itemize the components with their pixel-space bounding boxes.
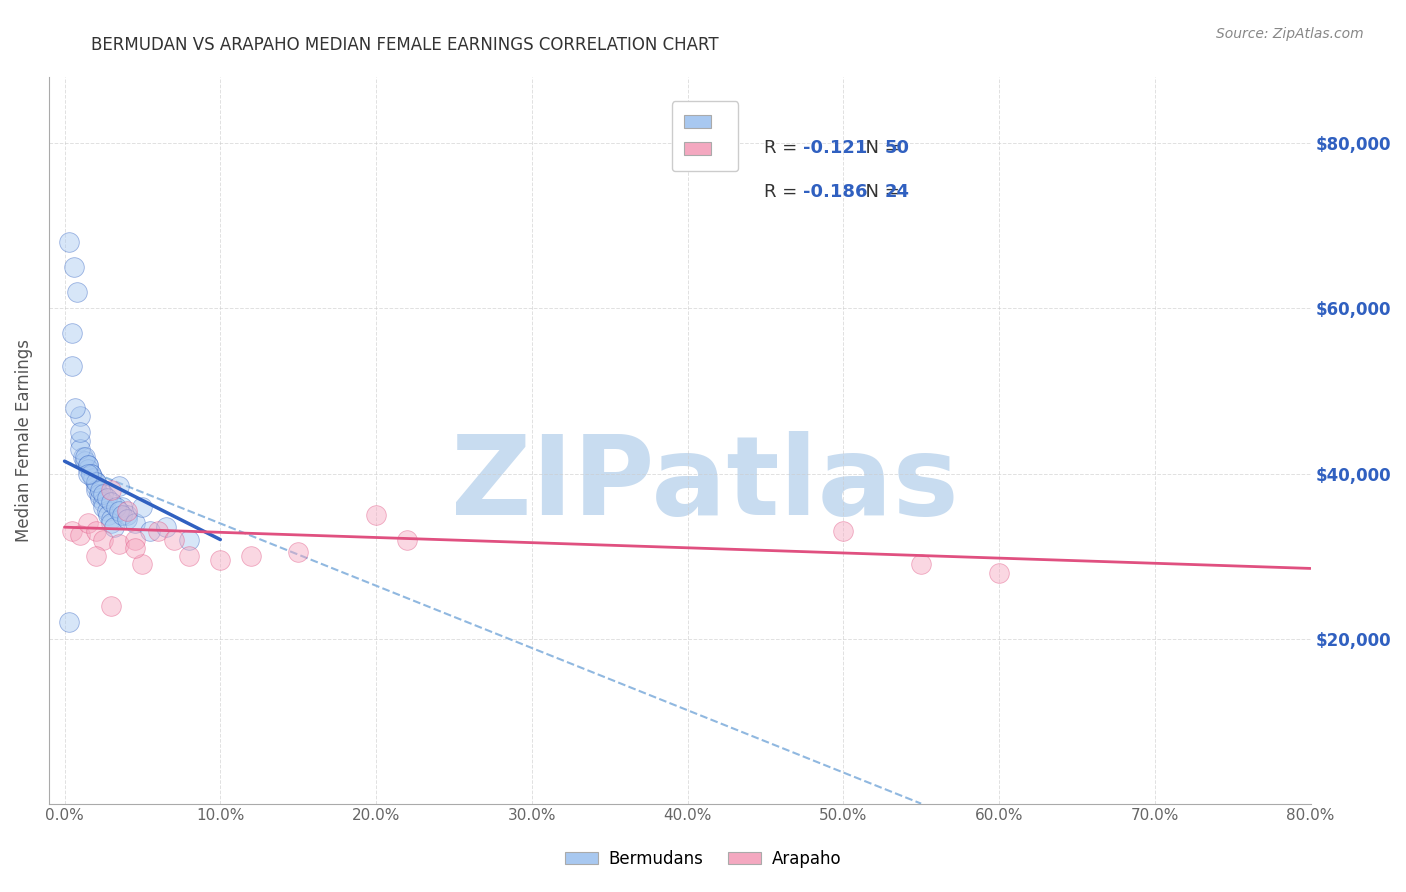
Text: N =: N = <box>853 183 905 201</box>
Point <box>65 401 87 415</box>
Point <box>179 533 201 547</box>
Point <box>124 533 146 547</box>
Point <box>93 495 115 509</box>
Point <box>72 450 94 464</box>
Point <box>287 545 309 559</box>
Legend: , : , <box>672 101 738 171</box>
Point <box>84 475 107 489</box>
Point <box>108 479 131 493</box>
Point <box>124 516 146 530</box>
Text: -0.121: -0.121 <box>803 139 868 157</box>
Point <box>66 285 89 299</box>
Point <box>910 558 932 572</box>
Point <box>84 483 107 497</box>
Point <box>832 524 855 539</box>
Point <box>93 487 115 501</box>
Point <box>77 458 100 473</box>
Point <box>84 549 107 563</box>
Point <box>124 541 146 555</box>
Point <box>69 409 91 423</box>
Point <box>108 504 131 518</box>
Point <box>111 508 134 522</box>
Point <box>111 500 134 514</box>
Point <box>60 524 83 539</box>
Point <box>96 504 118 518</box>
Point <box>108 537 131 551</box>
Point <box>364 508 387 522</box>
Point <box>988 566 1011 580</box>
Point <box>84 524 107 539</box>
Point <box>77 467 100 481</box>
Point <box>162 533 184 547</box>
Point <box>93 500 115 514</box>
Point <box>89 483 111 497</box>
Y-axis label: Median Female Earnings: Median Female Earnings <box>15 339 32 542</box>
Text: R =: R = <box>763 183 803 201</box>
Text: -0.186: -0.186 <box>803 183 868 201</box>
Point <box>73 450 96 464</box>
Point <box>60 326 83 341</box>
Point <box>69 425 91 440</box>
Point <box>131 558 153 572</box>
Point <box>82 470 104 484</box>
Point <box>209 553 232 567</box>
Text: N =: N = <box>853 139 905 157</box>
Point <box>104 500 127 514</box>
Point <box>80 467 103 481</box>
Point <box>179 549 201 563</box>
Text: R =: R = <box>763 139 803 157</box>
Point <box>89 491 111 506</box>
Point <box>93 533 115 547</box>
Point <box>96 491 118 506</box>
Text: Source: ZipAtlas.com: Source: ZipAtlas.com <box>1216 27 1364 41</box>
Text: 50: 50 <box>884 139 910 157</box>
Point <box>69 442 91 456</box>
Point <box>97 508 120 522</box>
Text: BERMUDAN VS ARAPAHO MEDIAN FEMALE EARNINGS CORRELATION CHART: BERMUDAN VS ARAPAHO MEDIAN FEMALE EARNIN… <box>91 36 718 54</box>
Point <box>100 599 122 613</box>
Point <box>69 434 91 448</box>
Point <box>58 615 80 629</box>
Point <box>60 359 83 374</box>
Point <box>69 528 91 542</box>
Point <box>103 520 125 534</box>
Point <box>115 512 138 526</box>
Point <box>155 520 177 534</box>
Text: ZIPatlas: ZIPatlas <box>451 431 959 538</box>
Point <box>80 467 103 481</box>
Point <box>396 533 419 547</box>
Text: 24: 24 <box>884 183 910 201</box>
Legend: Bermudans, Arapaho: Bermudans, Arapaho <box>558 844 848 875</box>
Point <box>58 235 80 250</box>
Point <box>240 549 263 563</box>
Point <box>100 516 122 530</box>
Point <box>87 487 110 501</box>
Point <box>73 454 96 468</box>
Point <box>84 475 107 489</box>
Point <box>84 479 107 493</box>
Point <box>115 504 138 518</box>
Point <box>100 512 122 526</box>
Point <box>139 524 162 539</box>
Point <box>146 524 169 539</box>
Point <box>115 508 138 522</box>
Point <box>77 516 100 530</box>
Point <box>100 495 122 509</box>
Point <box>63 260 86 275</box>
Point <box>131 500 153 514</box>
Point <box>77 458 100 473</box>
Point <box>100 483 122 497</box>
Point <box>77 462 100 476</box>
